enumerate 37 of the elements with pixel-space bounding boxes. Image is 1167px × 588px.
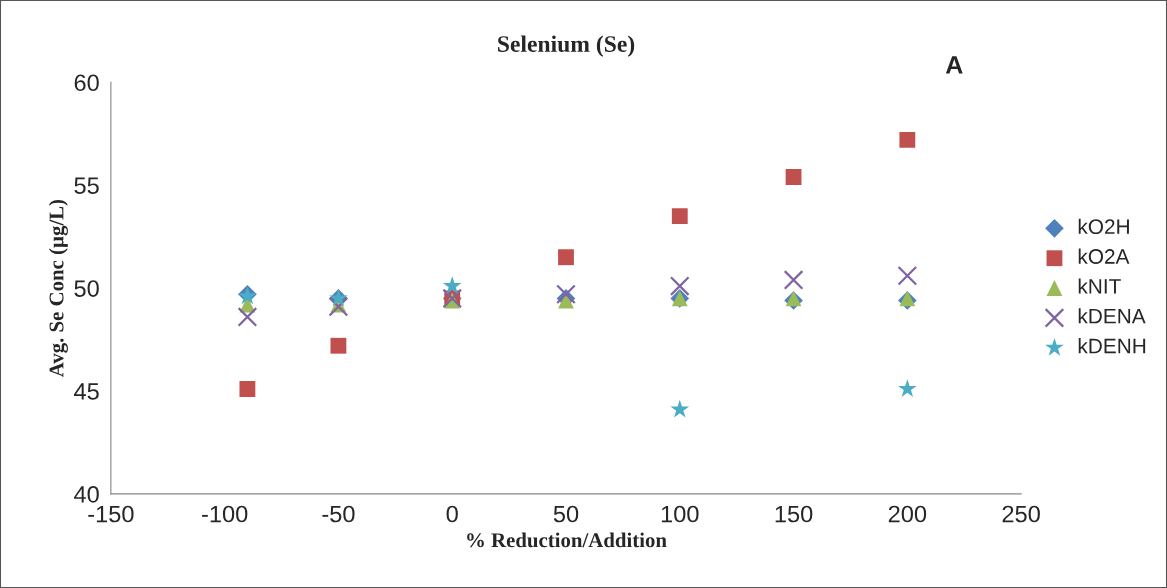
x-tick-label: 200: [888, 505, 927, 523]
x-tick-label: 150: [775, 505, 813, 523]
x-axis-title: % Reduction/Addition: [467, 532, 667, 548]
legend-label: kNIT: [1078, 278, 1121, 294]
x-tick-label: 100: [661, 505, 699, 523]
point: [671, 208, 688, 225]
point: [237, 307, 258, 327]
text: A: [945, 56, 963, 74]
point: [897, 265, 918, 286]
point: [558, 249, 574, 266]
chart-title: Selenium (Se): [498, 35, 635, 57]
point: [442, 276, 462, 295]
legend-label: kDENH: [1078, 338, 1146, 354]
y-tick-label: 60: [74, 74, 99, 92]
point: [670, 399, 690, 418]
point: [783, 269, 804, 290]
x-tick-label: 50: [553, 505, 579, 523]
x-tick-label: -150: [88, 505, 134, 523]
legend-label: kO2A: [1078, 248, 1130, 264]
point: [330, 337, 347, 354]
x-tick-label: 0: [446, 505, 458, 523]
legend-label: kDENA: [1078, 308, 1146, 324]
x-tick-label: -100: [202, 505, 248, 523]
x-tick-label: 250: [1002, 505, 1040, 523]
y-tick-label: 40: [74, 485, 99, 503]
point: [899, 132, 916, 148]
point: [785, 169, 802, 185]
legend-label: kO2H: [1078, 218, 1129, 235]
y-tick-label: 45: [74, 383, 99, 400]
x-tick-label: -50: [322, 505, 355, 523]
point: [898, 379, 917, 397]
point: [669, 276, 690, 296]
y-tick-label: 50: [74, 280, 99, 297]
point: [556, 284, 576, 305]
point: [239, 381, 256, 397]
y-tick-label: 55: [74, 177, 99, 195]
y-axis-title: Avg. Se Conc (µg/L): [48, 199, 68, 378]
